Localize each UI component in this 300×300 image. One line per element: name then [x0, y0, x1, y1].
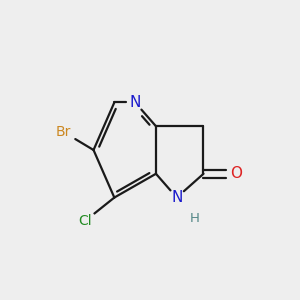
Text: Br: Br — [56, 125, 71, 139]
Circle shape — [229, 166, 244, 182]
Circle shape — [169, 190, 184, 205]
Circle shape — [74, 211, 95, 232]
Text: Cl: Cl — [78, 214, 92, 228]
Text: O: O — [230, 166, 242, 181]
Circle shape — [189, 213, 200, 224]
Text: H: H — [190, 212, 200, 225]
Circle shape — [52, 121, 75, 143]
Text: N: N — [171, 190, 182, 205]
Circle shape — [128, 95, 142, 110]
Text: N: N — [130, 95, 141, 110]
